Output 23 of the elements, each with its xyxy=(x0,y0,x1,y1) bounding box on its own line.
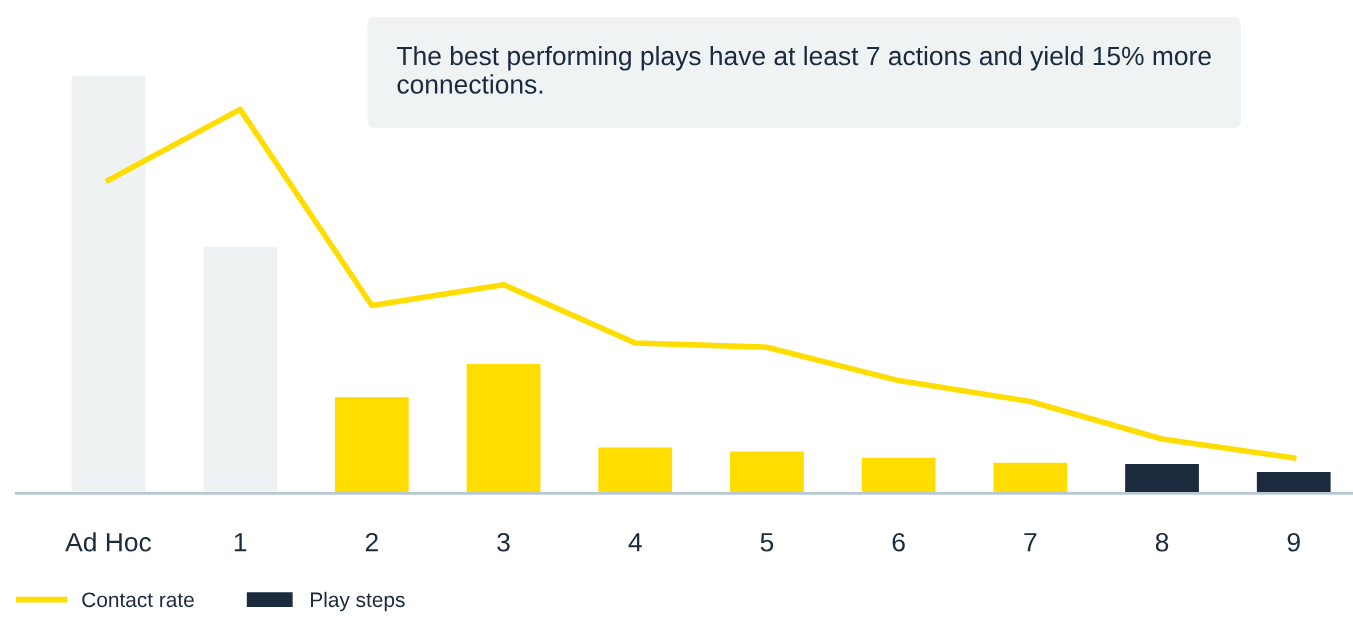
bar xyxy=(598,447,673,494)
x-tick-label: 2 xyxy=(365,532,378,552)
bar xyxy=(334,397,409,494)
bar xyxy=(466,363,541,494)
x-tick-label: 5 xyxy=(760,533,774,552)
x-tick-label: 4 xyxy=(628,533,642,552)
bar xyxy=(861,457,936,494)
legend-label: Contact rate xyxy=(82,592,194,608)
x-tick-label: 6 xyxy=(892,532,905,552)
x-tick-label: 1 xyxy=(234,533,247,552)
bar xyxy=(1256,472,1331,494)
bar xyxy=(1125,464,1199,494)
annotation: The best performing plays have at least 7 actions and yield 15% more connections. xyxy=(397,45,1211,94)
legend-label: Play steps xyxy=(311,591,405,612)
bar xyxy=(993,462,1068,494)
x-tick-label: 8 xyxy=(1155,532,1169,552)
bar xyxy=(730,451,804,494)
x-tick-label: 3 xyxy=(497,532,510,552)
x-tick-label: Ad Hoc xyxy=(65,532,151,552)
bar xyxy=(203,247,277,494)
x-tick-label: 7 xyxy=(1024,533,1037,552)
x-tick-label: 9 xyxy=(1287,532,1300,552)
bar xyxy=(71,75,146,494)
